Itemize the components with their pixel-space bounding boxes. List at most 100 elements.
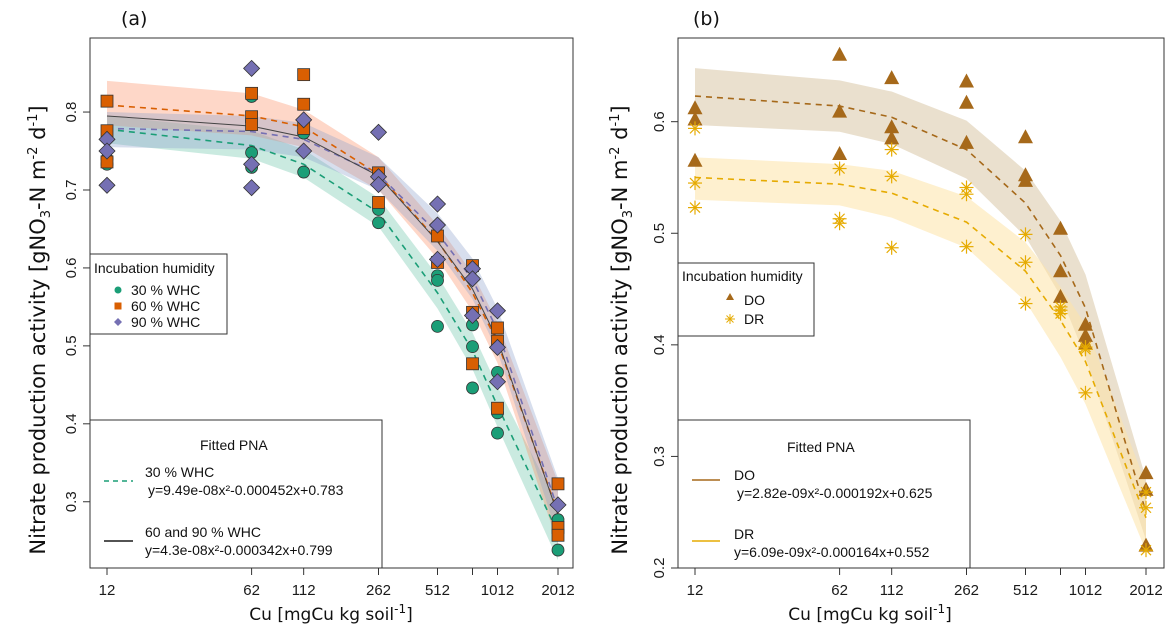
- data-point-triangle: [832, 46, 848, 61]
- data-point-diamond: [369, 175, 388, 194]
- data-point-diamond: [549, 496, 567, 514]
- data-point-circle: [431, 319, 444, 333]
- data-point-triangle: [884, 70, 900, 85]
- y-tick-label: 0.8: [63, 102, 80, 123]
- data-point-triangle: [1053, 288, 1069, 303]
- panel-a-confidence-bands: [107, 80, 558, 561]
- panel-b-y-axis-label: Nitrate production activity [gNO3-N m-2 …: [608, 105, 636, 554]
- fit-line-30-whc: [106, 128, 559, 534]
- x-tick-label: 62: [243, 582, 260, 599]
- data-point-asterisk: [688, 200, 702, 215]
- data-point-asterisk: [959, 187, 974, 202]
- data-point-square: [245, 118, 259, 131]
- data-point-diamond: [295, 111, 313, 129]
- data-point-circle: [466, 381, 479, 395]
- y-tick-label: 0.2: [651, 558, 668, 579]
- data-point-square: [245, 86, 259, 100]
- data-point-circle: [551, 543, 565, 557]
- y-tick-label: 0.6: [651, 111, 668, 132]
- data-point-diamond: [463, 306, 482, 325]
- legend-square-marker: [114, 302, 122, 310]
- panel-a-y-axis: 0.3 0.4 0.5 0.6 0.7 0.8: [63, 102, 90, 512]
- data-point-triangle: [884, 119, 900, 134]
- legend-title: Incubation humidity: [94, 260, 215, 276]
- data-point-asterisk: [688, 176, 702, 191]
- data-point-square: [297, 97, 311, 111]
- data-point-diamond: [488, 373, 507, 391]
- panel-b-label: (b): [693, 8, 720, 30]
- panel-b-y-axis: 0.2 0.3 0.4 0.5 0.6: [651, 111, 678, 578]
- panel-b-point-legend: Incubation humidity DO DR: [677, 262, 815, 337]
- data-point-diamond: [243, 179, 261, 197]
- data-point-triangle: [832, 146, 848, 161]
- x-tick-label: 112: [292, 582, 316, 599]
- panel-a-fit-legend: Fitted PNA 30 % WHC y=9.49e-08x²-0.00045…: [89, 419, 383, 569]
- data-point-square: [491, 321, 504, 335]
- data-point-triangle: [959, 94, 975, 109]
- data-point-diamond: [98, 176, 116, 194]
- legend-equation: y=6.09e-09x²-0.000164x+0.552: [734, 544, 930, 560]
- x-tick-label: 1012: [481, 582, 514, 599]
- data-point-asterisk: [1018, 296, 1033, 311]
- legend-title: Incubation humidity: [682, 268, 803, 284]
- data-point-diamond: [428, 216, 447, 234]
- legend-label: 60 and 90 % WHC: [145, 524, 261, 540]
- y-tick-label: 0.3: [63, 491, 80, 512]
- data-point-asterisk: [1053, 306, 1068, 321]
- legend-label: 30 % WHC: [145, 464, 214, 480]
- panel-a-x-axis-label: Cu [mgCu kg soil-1]: [249, 602, 412, 625]
- data-point-asterisk: [1018, 255, 1033, 270]
- data-point-circle: [466, 340, 479, 354]
- panel-a-y-axis-label: Nitrate production activity [gNO3-N m-2 …: [26, 105, 54, 554]
- data-point-asterisk: [1139, 500, 1153, 515]
- y-tick-label: 0.5: [63, 335, 80, 356]
- data-point-triangle: [1077, 316, 1093, 331]
- data-point-diamond: [488, 338, 507, 356]
- data-point-triangle: [1053, 263, 1069, 278]
- panel-a-point-legend: Incubation humidity 30 % WHC 60 % WHC 90…: [89, 253, 228, 335]
- confidence-band-30-whc: [107, 115, 558, 561]
- panel-b-x-axis-label: Cu [mgCu kg soil-1]: [788, 602, 951, 625]
- data-point-triangle: [1077, 327, 1093, 342]
- data-point-square: [551, 477, 565, 491]
- fit-line-dr: [694, 176, 1147, 519]
- data-point-asterisk: [1078, 342, 1093, 357]
- panel-a-x-axis: 12 62 112 262 512 1012 2012: [99, 568, 575, 599]
- legend-label: 60 % WHC: [131, 298, 200, 314]
- data-point-triangle: [687, 100, 703, 115]
- data-point-circle: [431, 273, 444, 287]
- data-point-diamond: [428, 250, 447, 268]
- data-point-circle: [372, 216, 385, 230]
- data-point-square: [551, 528, 565, 542]
- legend-label: 30 % WHC: [131, 282, 200, 298]
- data-point-square: [297, 68, 311, 82]
- data-point-triangle: [1017, 172, 1033, 187]
- legend-label: 90 % WHC: [131, 314, 200, 330]
- confidence-band-60-whc: [107, 80, 558, 545]
- legend-equation: y=2.82e-09x²-0.000192x+0.625: [737, 485, 933, 501]
- panel-b-fit-lines: [694, 95, 1147, 519]
- fit-line-do: [694, 95, 1147, 513]
- data-point-triangle: [959, 134, 975, 149]
- y-tick-label: 0.4: [651, 334, 668, 355]
- legend-label: DR: [734, 526, 754, 542]
- data-point-triangle: [687, 152, 703, 167]
- y-tick-label: 0.6: [63, 257, 80, 278]
- data-point-diamond: [488, 302, 507, 320]
- data-point-asterisk: [832, 216, 847, 231]
- legend-triangle-marker: [726, 293, 734, 300]
- x-tick-label: 12: [687, 582, 704, 599]
- legend-diamond-marker: [114, 318, 122, 326]
- data-point-triangle: [1053, 220, 1069, 235]
- data-point-asterisk: [1018, 227, 1033, 242]
- legend-label: DO: [744, 292, 765, 308]
- data-point-diamond: [295, 142, 313, 160]
- panel-a-label: (a): [121, 8, 147, 30]
- data-point-diamond: [428, 195, 447, 213]
- data-point-asterisk: [1139, 485, 1153, 500]
- data-point-square: [466, 357, 479, 371]
- x-tick-label: 512: [1013, 582, 1038, 599]
- y-tick-label: 0.3: [651, 446, 668, 467]
- panel-b: (b) 0.2 0.3 0.4 0.5 0.6 12 62 112 262 512 1012 201…: [608, 8, 1165, 625]
